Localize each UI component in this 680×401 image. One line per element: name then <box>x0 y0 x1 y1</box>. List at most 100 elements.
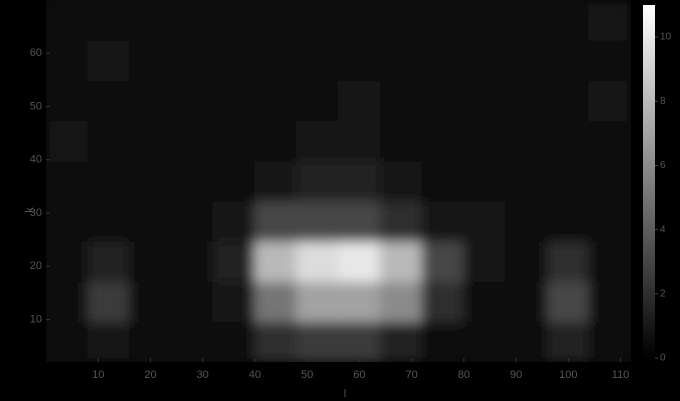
heat-cell <box>87 281 130 322</box>
heat-cell <box>463 0 506 41</box>
heat-cell <box>213 120 256 161</box>
heat-cell <box>213 80 256 121</box>
heat-cell <box>547 201 590 242</box>
heat-cell <box>129 281 172 322</box>
heat-cell <box>505 321 548 362</box>
heat-cell <box>505 40 548 81</box>
heat-cell <box>380 160 423 201</box>
heat-cell <box>87 321 130 362</box>
heat-cell <box>505 120 548 161</box>
heat-cell <box>171 40 214 81</box>
heat-cell <box>589 40 632 81</box>
colorbar <box>643 5 655 358</box>
heat-cell <box>380 201 423 242</box>
heat-cell <box>338 120 381 161</box>
heat-cell <box>547 281 590 322</box>
heat-cell <box>213 241 256 282</box>
heat-cell <box>213 40 256 81</box>
heat-cell <box>547 0 590 41</box>
heat-cell <box>547 241 590 282</box>
heat-cell <box>46 281 89 322</box>
heat-cell <box>87 201 130 242</box>
heat-cell <box>296 40 339 81</box>
heat-cell <box>213 160 256 201</box>
heat-cell <box>338 80 381 121</box>
heat-cell <box>338 321 381 362</box>
heat-cell <box>589 0 632 41</box>
heat-cell <box>338 281 381 322</box>
heat-cell <box>547 120 590 161</box>
heat-cell <box>171 201 214 242</box>
heat-cell <box>380 0 423 41</box>
heat-cell <box>46 0 89 41</box>
heat-cell <box>589 160 632 201</box>
heat-cell <box>296 0 339 41</box>
heat-cell <box>46 321 89 362</box>
heat-cell <box>338 201 381 242</box>
heat-cell <box>589 321 632 362</box>
heat-cell <box>87 80 130 121</box>
heat-cell <box>129 40 172 81</box>
heat-cell <box>129 241 172 282</box>
heat-cell <box>296 281 339 322</box>
heat-cell <box>547 321 590 362</box>
heat-cell <box>254 0 297 41</box>
y-tick-label: 40 <box>30 154 42 166</box>
heat-cell <box>589 241 632 282</box>
heat-cell <box>46 40 89 81</box>
heat-cell <box>380 321 423 362</box>
heat-cell <box>422 40 465 81</box>
colorbar-tick-label: 8 <box>660 96 666 107</box>
heat-cell <box>87 0 130 41</box>
heat-cell <box>254 321 297 362</box>
heat-cell <box>129 120 172 161</box>
heat-cell <box>46 120 89 161</box>
heat-cell <box>296 120 339 161</box>
heat-cell <box>46 80 89 121</box>
colorbar-tick-label: 4 <box>660 224 666 235</box>
heat-cell <box>254 160 297 201</box>
heat-cell <box>380 281 423 322</box>
heat-cell <box>129 80 172 121</box>
heat-cell <box>254 241 297 282</box>
heat-cell <box>338 40 381 81</box>
heat-cell <box>296 80 339 121</box>
heat-cell <box>422 120 465 161</box>
heat-cell <box>505 160 548 201</box>
x-tick-label: 110 <box>612 369 630 381</box>
heat-cell <box>380 241 423 282</box>
heat-cell <box>171 321 214 362</box>
heat-cell <box>463 120 506 161</box>
x-tick-label: 30 <box>197 369 209 381</box>
colorbar-tick-label: 2 <box>660 288 666 299</box>
heat-cell <box>380 80 423 121</box>
heat-cell <box>213 281 256 322</box>
heat-cell <box>463 160 506 201</box>
y-tick-label: 20 <box>30 260 42 272</box>
heat-cell <box>254 281 297 322</box>
colorbar-tick-label: 0 <box>660 353 666 364</box>
heat-cell <box>505 0 548 41</box>
heat-cell <box>171 241 214 282</box>
heat-cell <box>589 201 632 242</box>
x-tick-label: 10 <box>92 369 104 381</box>
heat-cell <box>129 201 172 242</box>
heat-cell <box>254 80 297 121</box>
heat-cell <box>422 321 465 362</box>
heat-cell <box>463 201 506 242</box>
heat-cell <box>171 281 214 322</box>
heat-cell <box>547 80 590 121</box>
heat-cell <box>463 281 506 322</box>
y-tick-label: 60 <box>30 47 42 59</box>
heatmap <box>46 0 632 363</box>
x-tick-label: 80 <box>458 369 470 381</box>
heat-cell <box>254 120 297 161</box>
heat-cell <box>296 160 339 201</box>
heat-cell <box>422 281 465 322</box>
heat-cell <box>589 120 632 161</box>
heat-cell <box>422 160 465 201</box>
y-tick-label: 50 <box>30 100 42 112</box>
heat-cell <box>213 201 256 242</box>
heat-cell <box>547 160 590 201</box>
heat-cell <box>505 80 548 121</box>
